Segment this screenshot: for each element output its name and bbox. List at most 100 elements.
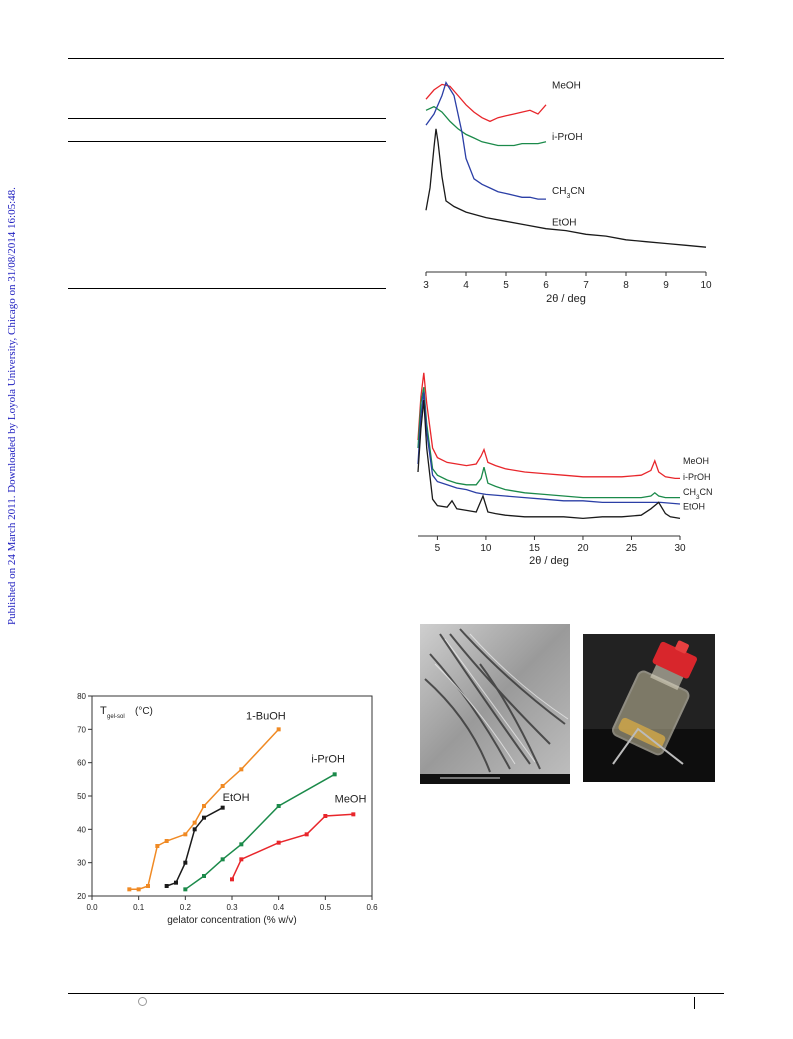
x-tick-label: 5: [435, 543, 441, 554]
series-line: [417, 399, 681, 520]
data-point: [220, 805, 225, 810]
series-line: [129, 728, 280, 891]
y-tick-label: 70: [77, 725, 86, 734]
gel-vial-photo: [583, 634, 715, 782]
series-label: CH3CN: [683, 487, 713, 501]
data-point: [323, 814, 328, 818]
x-tick-label: 3: [423, 280, 429, 291]
x-tick-label: 0.3: [226, 903, 238, 912]
data-point: [183, 832, 188, 837]
series-line: [425, 83, 547, 123]
data-point: [127, 887, 132, 892]
data-point: [304, 832, 309, 837]
data-point: [183, 887, 188, 892]
series-label: i-PrOH: [311, 754, 345, 766]
series-line: [231, 813, 354, 880]
x-tick-label: 0.6: [366, 903, 378, 912]
y-tick-label: 80: [77, 692, 86, 701]
data-point: [276, 727, 281, 732]
series-label: EtOH: [683, 501, 705, 511]
data-point: [183, 860, 188, 865]
download-notice-text: Published on 24 March 2011. Downloaded b…: [6, 187, 18, 625]
data-point: [239, 767, 244, 772]
data-point: [202, 804, 206, 808]
series-line: [417, 387, 680, 499]
bottom-rule: [68, 993, 724, 994]
data-point: [239, 842, 244, 847]
data-point: [136, 887, 141, 892]
tgel-svg: 0.0 0.1 0.2 0.3 0.4 0.5 0.6 20 30 40 50 60 70 80 gelat…: [77, 692, 378, 926]
series-label: MeOH: [335, 794, 367, 806]
x-tick-label: 10: [480, 543, 492, 554]
series-label: i-PrOH: [683, 472, 711, 482]
series-line: [425, 81, 546, 200]
top-rule: [68, 58, 724, 59]
x-tick-label: 10: [700, 280, 712, 291]
data-point: [164, 884, 169, 888]
x-tick-label: 7: [583, 280, 589, 291]
series-label: MeOH: [683, 456, 709, 466]
series-line: [425, 128, 707, 248]
series-label: 1-BuOH: [246, 710, 286, 722]
data-point: [192, 827, 197, 832]
y-axis-label-unit: (°C): [135, 706, 153, 717]
series-label: EtOH: [552, 217, 576, 228]
series-line: [184, 773, 336, 890]
table-rule-2: [68, 141, 386, 142]
data-point: [276, 804, 281, 808]
y-axis-label: T: [100, 705, 107, 717]
download-notice: Published on 24 March 2011. Downloaded b…: [6, 187, 20, 625]
x-tick-label: 6: [543, 280, 549, 291]
series-label: i-PrOH: [552, 132, 583, 143]
series-label: EtOH: [223, 792, 250, 804]
x-tick-label: 0.1: [133, 903, 145, 912]
data-point: [239, 857, 244, 862]
sem-micrograph: [420, 624, 570, 784]
data-point: [202, 815, 206, 820]
table-rule-1: [68, 118, 386, 119]
x-axis-label: 2θ / deg: [529, 555, 569, 567]
series-label: MeOH: [552, 80, 581, 91]
x-tick-label: 0.5: [320, 903, 332, 912]
y-tick-label: 30: [77, 859, 86, 868]
data-point: [164, 839, 169, 843]
footer-divider: [694, 997, 695, 1009]
y-tick-label: 20: [77, 892, 86, 901]
y-tick-label: 60: [77, 759, 86, 768]
y-tick-label: 40: [77, 825, 86, 834]
x-tick-label: 0.4: [273, 903, 285, 912]
x-tick-label: 0.0: [86, 903, 98, 912]
tgel-chart: 0.0 0.1 0.2 0.3 0.4 0.5 0.6 20 30 40 50 60 70 80 gelat…: [62, 682, 392, 932]
data-point: [202, 874, 206, 878]
data-point: [155, 844, 160, 848]
table-rule-3: [68, 288, 386, 289]
data-point: [220, 857, 225, 862]
series-line: [425, 105, 547, 147]
data-point: [174, 880, 178, 885]
data-point: [230, 877, 234, 882]
data-point: [332, 772, 337, 777]
xrd-low-angle-svg: 3 4 5 6 7 8 9 10 2θ / deg MeOH i-PrOH CH3CN EtOH: [423, 80, 712, 305]
gel-vial-graphic: [583, 634, 715, 782]
series-line: [417, 391, 681, 505]
sem-texture-graphic: [420, 624, 570, 784]
series-line: [417, 372, 680, 480]
footer-circle-icon: [138, 997, 147, 1006]
data-point: [220, 784, 225, 788]
x-axis-label: 2θ / deg: [546, 293, 586, 305]
data-point: [351, 812, 356, 817]
x-tick-label: 5: [503, 280, 509, 291]
x-tick-label: 4: [463, 280, 469, 291]
x-tick-label: 8: [623, 280, 629, 291]
data-point: [192, 820, 197, 825]
x-tick-label: 9: [663, 280, 669, 291]
x-tick-label: 25: [626, 543, 638, 554]
y-tick-label: 50: [77, 792, 86, 801]
xrd-low-angle-chart: 3 4 5 6 7 8 9 10 2θ / deg MeOH i-PrOH CH3CN EtOH: [412, 70, 712, 310]
series-label: CH3CN: [552, 186, 585, 200]
x-tick-label: 0.2: [180, 903, 192, 912]
data-point: [276, 840, 281, 845]
x-tick-label: 30: [674, 543, 686, 554]
x-axis-label: gelator concentration (% w/v): [167, 915, 297, 926]
